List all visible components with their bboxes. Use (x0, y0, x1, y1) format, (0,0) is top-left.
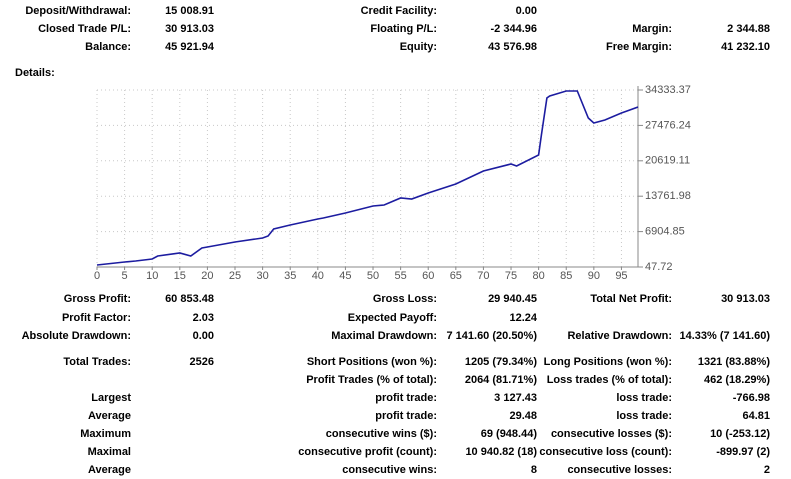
field-label: consecutive loss (count): (539, 446, 672, 458)
x-tick-label: 55 (394, 270, 406, 282)
field-label: profit trade: (375, 410, 437, 422)
field-value: -2 344.96 (490, 23, 537, 35)
field-label: Floating P/L: (370, 23, 437, 35)
field-label: Equity: (399, 41, 437, 53)
y-tick-label: 34333.37 (645, 84, 691, 96)
field-label: Balance: (85, 41, 131, 53)
x-tick-label: 10 (146, 270, 158, 282)
field-value: 7 141.60 (20.50%) (446, 330, 537, 342)
field-value: 30 913.03 (721, 293, 770, 305)
field-label: consecutive losses: (567, 464, 672, 476)
field-value: -766.98 (732, 392, 770, 404)
field-label: Long Positions (won %): (543, 356, 672, 368)
field-value: 10 940.82 (18) (465, 446, 537, 458)
field-value: 1205 (79.34%) (464, 356, 537, 368)
y-tick-label: 13761.98 (645, 190, 691, 202)
x-tick-label: 0 (94, 270, 100, 282)
y-tick-label: 6904.85 (645, 226, 685, 238)
field-value: 0.00 (515, 5, 537, 17)
field-label: Total Trades: (63, 356, 131, 368)
y-tick-label: 27476.24 (645, 119, 691, 131)
field-value: 43 576.98 (488, 41, 537, 53)
field-value: 8 (530, 464, 537, 476)
field-value: 2526 (189, 356, 214, 368)
field-value: 30 913.03 (165, 23, 214, 35)
field-value: 60 853.48 (165, 293, 214, 305)
field-label: Gross Profit: (63, 293, 131, 305)
field-value: 2064 (81.71%) (464, 374, 537, 386)
field-value: 64.81 (742, 410, 770, 422)
field-value: 69 (948.44) (480, 428, 537, 440)
field-label: Largest (91, 392, 131, 404)
x-tick-label: 85 (560, 270, 572, 282)
field-label: consecutive profit (count): (298, 446, 437, 458)
field-label: Profit Factor: (61, 312, 131, 324)
field-label: Margin: (632, 23, 672, 35)
field-label: Profit Trades (% of total): (306, 374, 437, 386)
field-value: 1321 (83.88%) (697, 356, 770, 368)
x-tick-label: 45 (339, 270, 351, 282)
x-tick-label: 95 (615, 270, 627, 282)
field-label: Deposit/Withdrawal: (25, 5, 131, 17)
x-tick-label: 40 (312, 270, 324, 282)
field-label: Gross Loss: (372, 293, 437, 305)
x-tick-label: 70 (477, 270, 489, 282)
field-label: profit trade: (375, 392, 437, 404)
field-label: Maximum (80, 428, 131, 440)
field-value: 29.48 (509, 410, 537, 422)
y-tick-label: 20619.11 (645, 155, 690, 167)
x-tick-label: 20 (201, 270, 213, 282)
x-tick-label: 50 (367, 270, 379, 282)
field-value: 41 232.10 (721, 41, 770, 53)
equity-line (96, 90, 639, 266)
field-label: Short Positions (won %): (306, 356, 437, 368)
field-value: 2 344.88 (727, 23, 770, 35)
field-label: Expected Payoff: (347, 312, 437, 324)
x-tick-label: 90 (588, 270, 600, 282)
field-label: consecutive wins ($): (325, 428, 437, 440)
field-label: Total Net Profit: (590, 293, 672, 305)
x-tick-label: 15 (174, 270, 186, 282)
x-tick-label: 75 (505, 270, 517, 282)
field-value: -899.97 (2) (716, 446, 770, 458)
field-value: 10 (-253.12) (710, 428, 770, 440)
plot-area (97, 90, 638, 267)
field-label: Absolute Drawdown: (21, 330, 131, 342)
field-label: Maximal (87, 446, 131, 458)
x-tick-label: 5 (122, 270, 128, 282)
field-label: loss trade: (616, 392, 672, 404)
field-value: 3 127.43 (494, 392, 537, 404)
field-label: Closed Trade P/L: (38, 23, 131, 35)
field-value: 2.03 (192, 312, 214, 324)
field-label: Free Margin: (605, 41, 672, 53)
field-value: 29 940.45 (488, 293, 537, 305)
field-label: Credit Facility: (360, 5, 437, 17)
field-label: consecutive wins: (342, 464, 437, 476)
x-tick-label: 25 (229, 270, 241, 282)
field-value: 45 921.94 (165, 41, 214, 53)
field-label: Average (87, 464, 131, 476)
x-tick-label: 60 (422, 270, 434, 282)
field-value: 2 (763, 464, 770, 476)
field-label: Relative Drawdown: (567, 330, 672, 342)
field-label: consecutive losses ($): (550, 428, 672, 440)
x-tick-label: 80 (533, 270, 545, 282)
x-tick-label: 30 (256, 270, 268, 282)
details-label: Details: (15, 67, 55, 79)
field-label: Maximal Drawdown: (331, 330, 437, 342)
field-label: loss trade: (616, 410, 672, 422)
x-tick-label: 65 (450, 270, 462, 282)
field-value: 14.33% (7 141.60) (679, 330, 770, 342)
field-value: 462 (18.29%) (703, 374, 770, 386)
field-value: 15 008.91 (165, 5, 214, 17)
field-value: 0.00 (192, 330, 214, 342)
field-value: 12.24 (509, 312, 537, 324)
field-label: Average (87, 410, 131, 422)
field-label: Loss trades (% of total): (546, 374, 672, 386)
x-tick-label: 35 (284, 270, 296, 282)
y-tick-label: 47.72 (645, 261, 673, 273)
